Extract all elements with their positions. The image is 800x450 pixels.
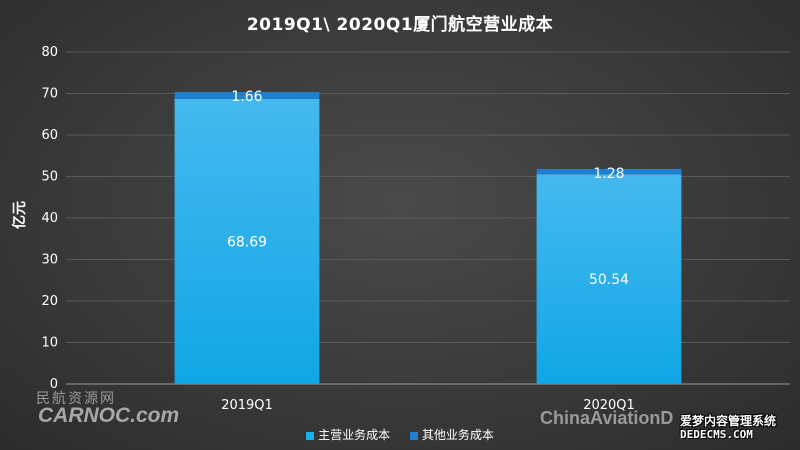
bar-main-2020Q1	[536, 174, 682, 384]
y-tick-label: 50	[41, 170, 58, 185]
legend-label-other: 其他业务成本	[421, 428, 494, 442]
y-tick-label: 0	[50, 377, 58, 392]
chart-title: 2019Q1\ 2020Q1厦门航空营业成本	[246, 15, 554, 35]
legend: 主营业务成本 其他业务成本	[0, 426, 800, 443]
data-label: 50.54	[589, 272, 629, 288]
legend-swatch-main	[306, 431, 315, 440]
bar-other-2019Q1	[174, 92, 320, 99]
y-tick-label: 60	[41, 128, 58, 143]
watermark-site-cn: 爱梦内容管理系统	[680, 414, 777, 428]
y-tick-label: 70	[41, 87, 58, 102]
watermark-carnoc-cn: 民航资源网	[36, 391, 116, 407]
watermark-site: DEDECMS.COM	[680, 428, 753, 441]
legend-item-other: 其他业务成本	[409, 426, 494, 443]
legend-label-main: 主营业务成本	[318, 428, 391, 442]
watermark-chinaaviation: ChinaAviationD	[540, 408, 674, 428]
watermark-carnoc: CARNOC.com	[38, 404, 180, 427]
data-label: 1.28	[593, 166, 624, 182]
x-tick-label: 2020Q1	[583, 398, 635, 413]
y-tick-label: 20	[41, 294, 58, 309]
data-label: 1.66	[231, 89, 262, 105]
data-label: 68.69	[227, 234, 267, 250]
x-tick-label: 2019Q1	[221, 398, 273, 413]
bar-other-2020Q1	[536, 168, 682, 175]
y-tick-label: 40	[41, 211, 58, 226]
bar-main-2019Q1	[174, 98, 320, 385]
y-tick-label: 30	[41, 253, 58, 268]
y-tick-label: 10	[41, 336, 58, 351]
legend-item-main: 主营业务成本	[306, 426, 390, 443]
y-tick-label: 80	[41, 45, 58, 60]
legend-swatch-other	[409, 431, 418, 440]
